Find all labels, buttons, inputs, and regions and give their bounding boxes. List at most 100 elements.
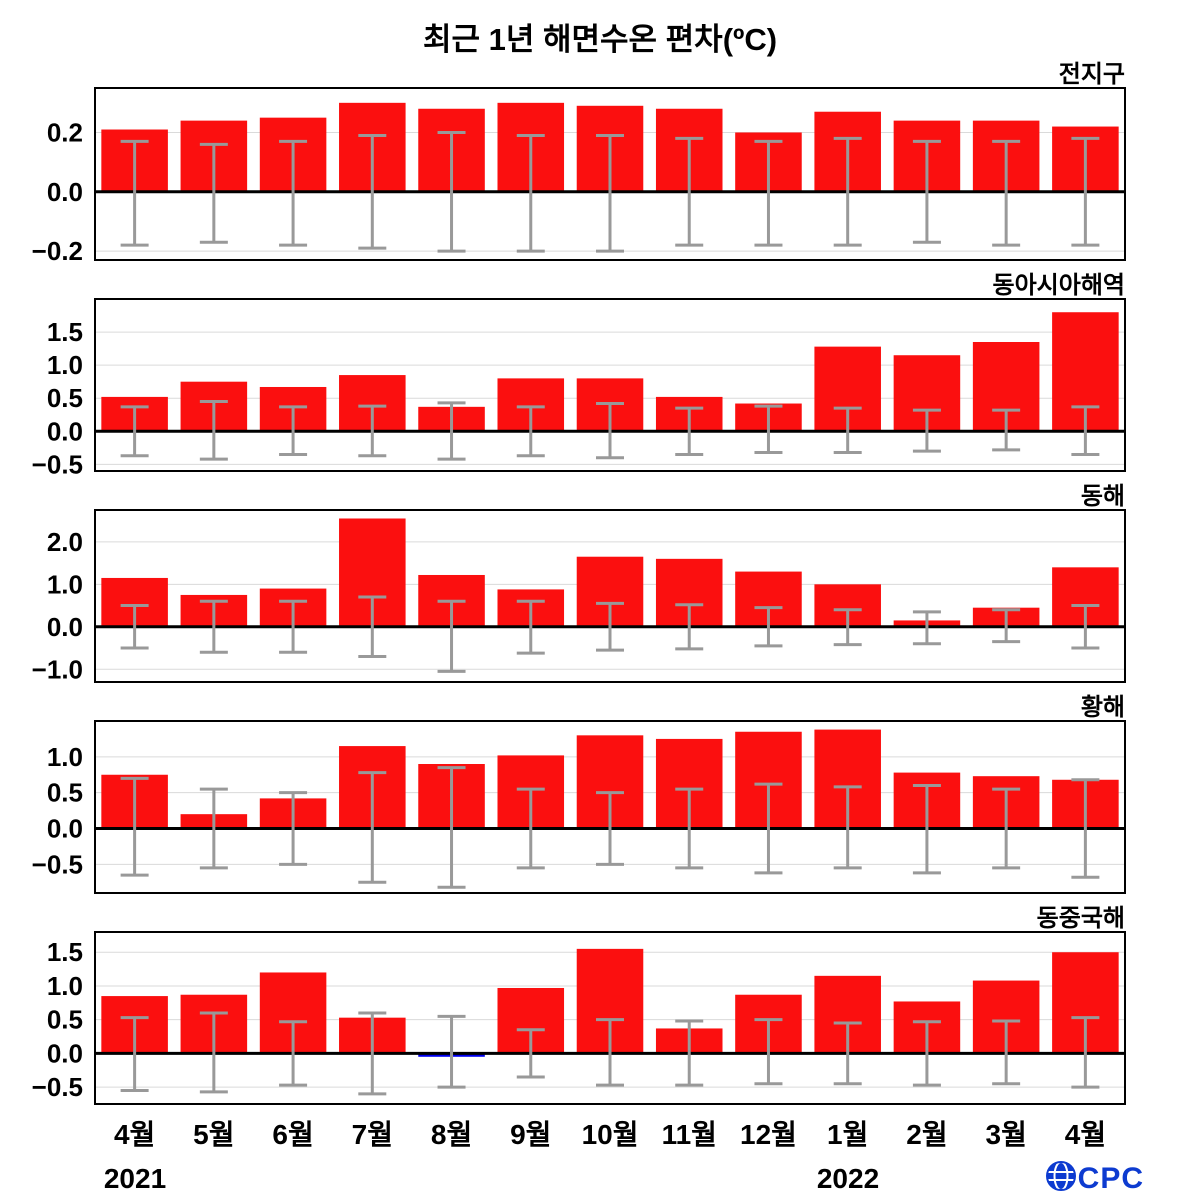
error-bar <box>833 406 862 454</box>
error-bar <box>675 1019 704 1087</box>
error-bar <box>358 133 387 250</box>
plot-border <box>94 720 1126 894</box>
error-bar <box>120 604 149 650</box>
y-tick-label: −0.2 <box>32 236 83 264</box>
error-bar <box>833 608 862 647</box>
y-tick-label: 0.0 <box>47 612 83 642</box>
panel-title: 황해 <box>1081 694 1125 721</box>
error-bar <box>754 606 783 648</box>
error-bar <box>754 404 783 454</box>
error-bar <box>358 771 387 884</box>
y-tick-label: 0.0 <box>47 814 83 844</box>
error-bar <box>675 406 704 456</box>
error-bar <box>1071 405 1100 456</box>
error-bar <box>912 139 941 244</box>
error-bar <box>279 791 308 866</box>
error-bar <box>596 133 624 253</box>
plot-border <box>94 87 1126 261</box>
error-bar <box>833 785 862 870</box>
panel-title: 전지구 <box>1059 61 1125 88</box>
chart-panel-0: 0.2 0.0 −0.2 전지구 <box>32 61 1126 266</box>
bottom-axis-area: 4월 5월 6월 7월 8월 9월 10월 11월 12월 1월 2월 3월 4월 2021 2022 … <box>0 1113 1200 1200</box>
error-bar <box>754 139 783 247</box>
error-bar <box>912 784 941 875</box>
error-bar <box>516 599 545 655</box>
y-tick-label: 0.5 <box>47 383 83 413</box>
error-bar <box>437 130 466 253</box>
x-tick-label: 1월 <box>827 1119 869 1150</box>
error-bar <box>120 1016 149 1093</box>
error-bar <box>596 402 624 460</box>
error-bar <box>992 1019 1021 1086</box>
error-bar <box>437 401 466 461</box>
x-tick-label: 5월 <box>193 1119 235 1150</box>
error-bar <box>358 1011 387 1096</box>
chart-panel-3: 1.0 0.5 0.0 −0.5 황해 <box>32 694 1126 894</box>
y-tick-label: 1.0 <box>47 971 83 1001</box>
year-label-2021: 2021 <box>103 1163 167 1194</box>
error-bar <box>992 408 1021 452</box>
logo-text: CPC <box>1077 1161 1144 1195</box>
error-bar <box>754 1018 783 1086</box>
x-tick-label: 9월 <box>510 1119 552 1150</box>
error-bar <box>596 1018 624 1087</box>
error-bar <box>516 787 545 870</box>
chart-panel-1: 1.51.00.50.0 −0.5 동아시아해역 <box>32 272 1126 479</box>
y-tick-label: 1.0 <box>47 569 83 599</box>
y-tick-label: 0.5 <box>47 778 83 808</box>
y-tick-label: 0.2 <box>47 117 83 147</box>
x-tick-label: 6월 <box>272 1119 314 1150</box>
x-tick-label: 2월 <box>906 1119 948 1150</box>
error-bar <box>120 139 149 247</box>
y-tick-label: 0.5 <box>47 1005 83 1035</box>
error-bar <box>516 405 545 458</box>
error-bar <box>516 133 545 253</box>
year-label-2022: 2022 <box>816 1163 880 1194</box>
error-bar <box>675 787 704 870</box>
error-bar <box>992 139 1021 247</box>
error-bar <box>833 1021 862 1086</box>
x-tick-label: 12월 <box>740 1119 797 1150</box>
globe-icon <box>1044 1159 1078 1198</box>
y-tick-label: 0.0 <box>47 416 83 446</box>
error-bar <box>120 776 149 877</box>
error-bar <box>516 1028 545 1079</box>
y-tick-label: 1.0 <box>47 742 83 772</box>
panel-title: 동해 <box>1081 483 1125 510</box>
x-tick-label: 8월 <box>430 1119 473 1150</box>
y-tick-label: −0.5 <box>32 1072 83 1102</box>
error-bar <box>1071 604 1100 650</box>
error-bar <box>675 603 704 651</box>
plot-border <box>94 931 1126 1105</box>
y-tick-label: 2.0 <box>47 527 83 557</box>
error-bar <box>1071 136 1100 247</box>
error-bar <box>199 142 228 244</box>
error-bar <box>358 595 387 659</box>
error-bar <box>833 136 862 247</box>
error-bar <box>912 1020 941 1087</box>
error-bar <box>675 136 704 247</box>
error-bar <box>437 1014 466 1089</box>
error-bar <box>596 791 624 866</box>
error-bar <box>199 787 228 870</box>
error-bar <box>437 766 466 889</box>
chart-panel-4: 1.5 1.0 0.50.0 −0.5 동중국해 <box>32 905 1126 1105</box>
error-bar <box>992 787 1021 870</box>
plot-border <box>94 509 1126 683</box>
error-bar <box>992 608 1021 644</box>
error-bar <box>358 404 387 458</box>
ocpc-logo: CPC <box>1044 1159 1144 1198</box>
x-tick-label: 11월 <box>661 1119 717 1150</box>
x-axis-labels: 4월 5월 6월 7월 8월 9월 10월 11월 12월 1월 2월 3월 4월 <box>95 1113 1125 1153</box>
panel-title: 동아시아해역 <box>993 272 1125 299</box>
page-title: 최근 1년 해면수온 편차(ºC) <box>422 22 778 57</box>
error-bar <box>1071 1016 1100 1089</box>
error-bar <box>1071 778 1100 879</box>
error-bar <box>199 400 228 461</box>
error-bar <box>279 599 308 654</box>
x-tick-label: 4월 <box>113 1119 156 1150</box>
error-bar <box>120 405 149 458</box>
y-tick-label: −0.5 <box>32 849 83 879</box>
error-bar <box>279 1020 308 1087</box>
y-tick-label: 1.5 <box>47 937 83 967</box>
